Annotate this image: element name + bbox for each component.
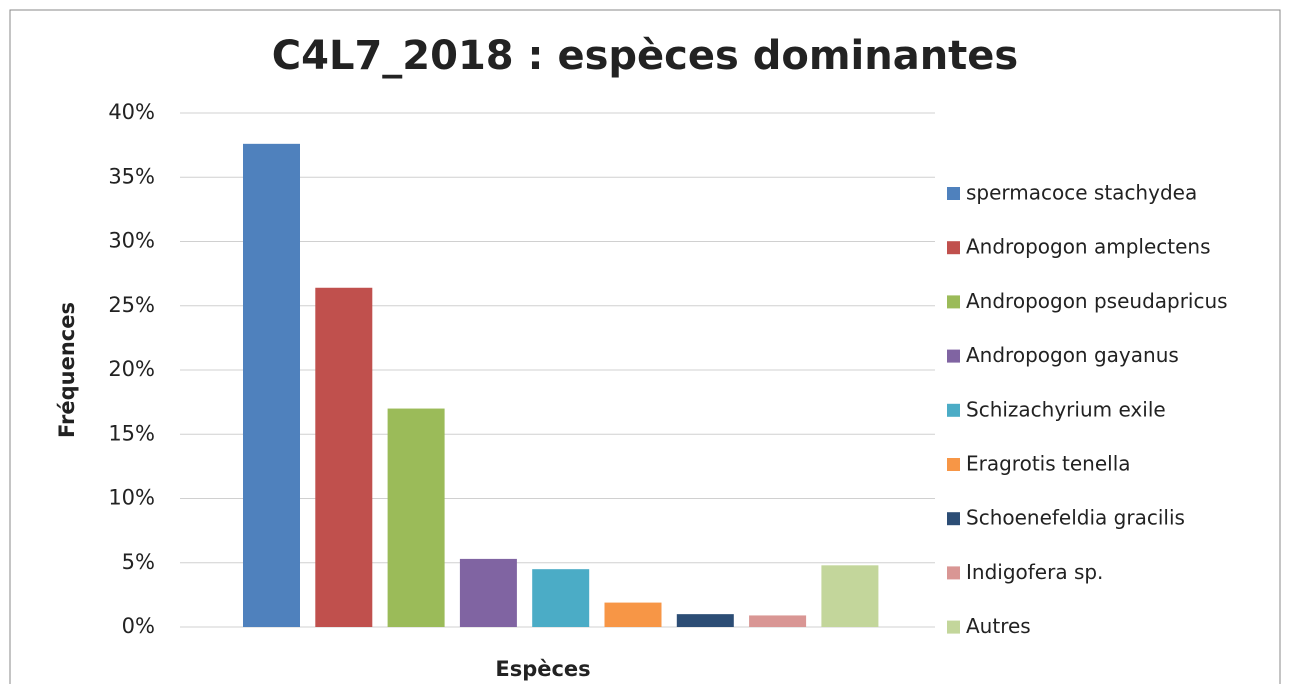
legend-swatch — [947, 241, 960, 255]
x-axis-label: Espèces — [495, 657, 590, 681]
legend-label: Schizachyrium exile — [966, 397, 1166, 421]
bar — [676, 614, 734, 627]
legend-label: Autres — [966, 614, 1031, 638]
y-tick-label: 20% — [108, 357, 155, 381]
bar — [243, 143, 300, 627]
legend-swatch — [947, 512, 960, 526]
legend-label: Schoenefeldia gracilis — [966, 506, 1185, 530]
legend-label: Andropogon gayanus — [966, 343, 1179, 367]
legend-label: Andropogon pseudapricus — [966, 289, 1228, 313]
bar — [387, 408, 445, 627]
legend-swatch — [947, 566, 960, 580]
legend-swatch — [947, 620, 960, 634]
legend-label: Eragrotis tenella — [966, 452, 1131, 476]
y-tick-label: 35% — [108, 164, 155, 188]
legend-swatch — [947, 349, 960, 363]
legend-label: spermacoce stachydea — [966, 181, 1197, 205]
y-tick-label: 30% — [108, 229, 155, 253]
y-axis-label: Fréquences — [55, 302, 79, 438]
y-tick-label: 0% — [122, 614, 155, 638]
bar — [315, 287, 373, 627]
legend-swatch — [947, 458, 960, 471]
y-tick-label: 10% — [108, 486, 155, 510]
y-tick-label: 25% — [108, 293, 155, 317]
y-tick-label: 5% — [122, 550, 155, 574]
legend-swatch — [947, 295, 960, 309]
bar — [604, 602, 662, 627]
bar — [459, 558, 517, 627]
legend-swatch — [947, 187, 960, 200]
bar — [821, 565, 879, 627]
chart-frame — [9, 9, 1281, 684]
chart-title: C4L7_2018 : espèces dominantes — [272, 33, 1018, 79]
bar — [749, 615, 807, 627]
y-tick-label: 40% — [108, 100, 155, 124]
legend-label: Indigofera sp. — [966, 560, 1103, 584]
y-tick-label: 15% — [108, 421, 155, 445]
bar — [532, 569, 590, 627]
legend-swatch — [947, 403, 960, 417]
legend-label: Andropogon amplectens — [966, 235, 1211, 259]
